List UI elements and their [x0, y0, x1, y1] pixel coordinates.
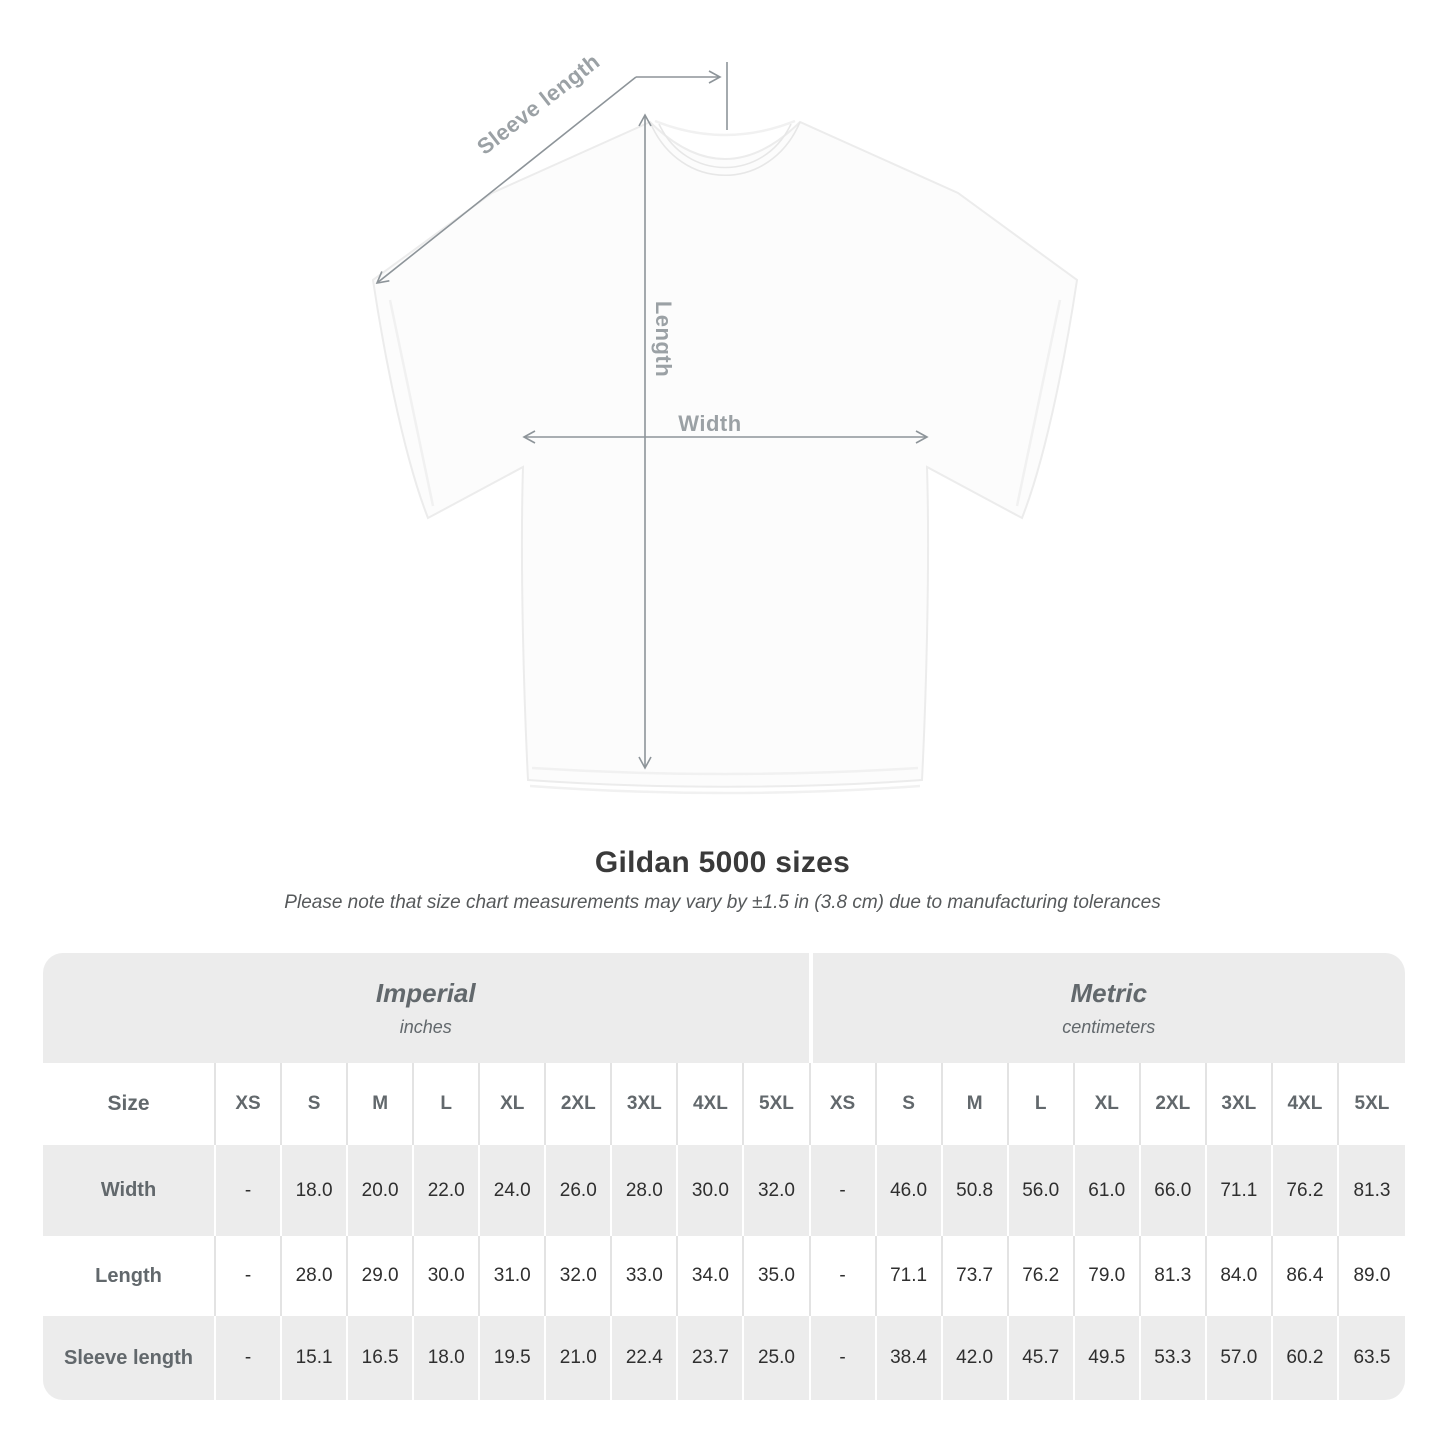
value-cell: 22.4 — [612, 1316, 679, 1400]
value-cell: 16.5 — [348, 1316, 415, 1400]
tshirt-measurement-diagram: Sleeve length Length Width — [371, 49, 1079, 795]
value-cell: 22.0 — [414, 1145, 481, 1236]
width-label: Width — [678, 411, 741, 436]
size-header-metric-4xl: 4XL — [1272, 1063, 1339, 1145]
page-title: Gildan 5000 sizes — [594, 846, 851, 879]
page-subtitle: Please note that size chart measurements… — [284, 892, 1161, 913]
size-header-imperial-5xl: 5XL — [744, 1063, 811, 1145]
row-label: Sleeve length — [43, 1316, 216, 1400]
length-label: Length — [651, 301, 676, 377]
size-header-imperial-m: M — [348, 1063, 415, 1145]
value-cell: 50.8 — [942, 1145, 1009, 1236]
size-header-metric-3xl: 3XL — [1206, 1063, 1273, 1145]
sleeve-length-arrow — [375, 76, 637, 285]
value-cell: 15.1 — [282, 1316, 349, 1400]
value-cell: 34.0 — [678, 1236, 745, 1316]
value-cell: 63.5 — [1338, 1316, 1405, 1400]
size-header-metric-s: S — [876, 1063, 943, 1145]
size-header-metric-m: M — [942, 1063, 1009, 1145]
value-cell: - — [216, 1145, 283, 1236]
size-header-metric-l: L — [1008, 1063, 1075, 1145]
value-cell: 24.0 — [480, 1145, 547, 1236]
value-cell: 81.3 — [1140, 1236, 1207, 1316]
size-header-imperial-xs: XS — [216, 1063, 283, 1145]
value-cell: 46.0 — [876, 1145, 943, 1236]
value-cell: 18.0 — [282, 1145, 349, 1236]
value-cell: 56.0 — [1008, 1145, 1075, 1236]
value-cell: - — [810, 1316, 877, 1400]
value-cell: 86.4 — [1272, 1236, 1339, 1316]
size-header-imperial-2xl: 2XL — [546, 1063, 613, 1145]
value-cell: 71.1 — [876, 1236, 943, 1316]
value-cell: 76.2 — [1272, 1145, 1339, 1236]
row-label: Length — [43, 1236, 216, 1316]
size-header-imperial-l: L — [414, 1063, 481, 1145]
value-cell: 89.0 — [1338, 1236, 1405, 1316]
value-cell: 32.0 — [546, 1236, 613, 1316]
value-cell: 28.0 — [282, 1236, 349, 1316]
tshirt-graphic — [371, 119, 1079, 795]
value-cell: 35.0 — [744, 1236, 811, 1316]
value-cell: 45.7 — [1008, 1316, 1075, 1400]
size-header-imperial-xl: XL — [480, 1063, 547, 1145]
value-cell: 81.3 — [1338, 1145, 1405, 1236]
unit-band-metric-title: Metric — [1070, 978, 1148, 1008]
value-cell: 23.7 — [678, 1316, 745, 1400]
value-cell: 61.0 — [1074, 1145, 1141, 1236]
size-column-header: Size — [43, 1063, 216, 1145]
value-cell: 38.4 — [876, 1316, 943, 1400]
size-header-metric-2xl: 2XL — [1140, 1063, 1207, 1145]
value-cell: 25.0 — [744, 1316, 811, 1400]
row-label: Width — [43, 1145, 216, 1236]
unit-band-metric: Metric centimeters — [812, 953, 1405, 1063]
size-header-imperial-s: S — [282, 1063, 349, 1145]
value-cell: - — [810, 1236, 877, 1316]
value-cell: 28.0 — [612, 1145, 679, 1236]
value-cell: 18.0 — [414, 1316, 481, 1400]
value-cell: 66.0 — [1140, 1145, 1207, 1236]
size-header-metric-5xl: 5XL — [1338, 1063, 1405, 1145]
value-cell: 49.5 — [1074, 1316, 1141, 1400]
value-cell: 26.0 — [546, 1145, 613, 1236]
value-cell: 20.0 — [348, 1145, 415, 1236]
unit-band-imperial: Imperial inches — [43, 953, 809, 1063]
value-cell: - — [216, 1236, 283, 1316]
value-cell: 53.3 — [1140, 1316, 1207, 1400]
value-cell: 30.0 — [678, 1145, 745, 1236]
unit-band-metric-subtitle: centimeters — [1062, 1017, 1156, 1037]
unit-band-imperial-subtitle: inches — [399, 1017, 452, 1037]
value-cell: 21.0 — [546, 1316, 613, 1400]
value-cell: 57.0 — [1206, 1316, 1273, 1400]
value-cell: - — [216, 1316, 283, 1400]
size-table: Imperial inches Metric centimeters Size X… — [43, 953, 1405, 1400]
value-cell: 31.0 — [480, 1236, 547, 1316]
value-cell: 42.0 — [942, 1316, 1009, 1400]
value-cell: - — [810, 1145, 877, 1236]
value-cell: 30.0 — [414, 1236, 481, 1316]
value-cell: 32.0 — [744, 1145, 811, 1236]
value-cell: 73.7 — [942, 1236, 1009, 1316]
value-cell: 79.0 — [1074, 1236, 1141, 1316]
value-cell: 29.0 — [348, 1236, 415, 1316]
size-header-metric-xl: XL — [1074, 1063, 1141, 1145]
value-cell: 33.0 — [612, 1236, 679, 1316]
size-header-imperial-4xl: 4XL — [678, 1063, 745, 1145]
size-header-metric-xs: XS — [810, 1063, 877, 1145]
value-cell: 19.5 — [480, 1316, 547, 1400]
size-header-imperial-3xl: 3XL — [612, 1063, 679, 1145]
unit-band-imperial-title: Imperial — [375, 978, 476, 1008]
sleeve-length-label: Sleeve length — [472, 49, 604, 160]
value-cell: 76.2 — [1008, 1236, 1075, 1316]
value-cell: 84.0 — [1206, 1236, 1273, 1316]
value-cell: 60.2 — [1272, 1316, 1339, 1400]
value-cell: 71.1 — [1206, 1145, 1273, 1236]
